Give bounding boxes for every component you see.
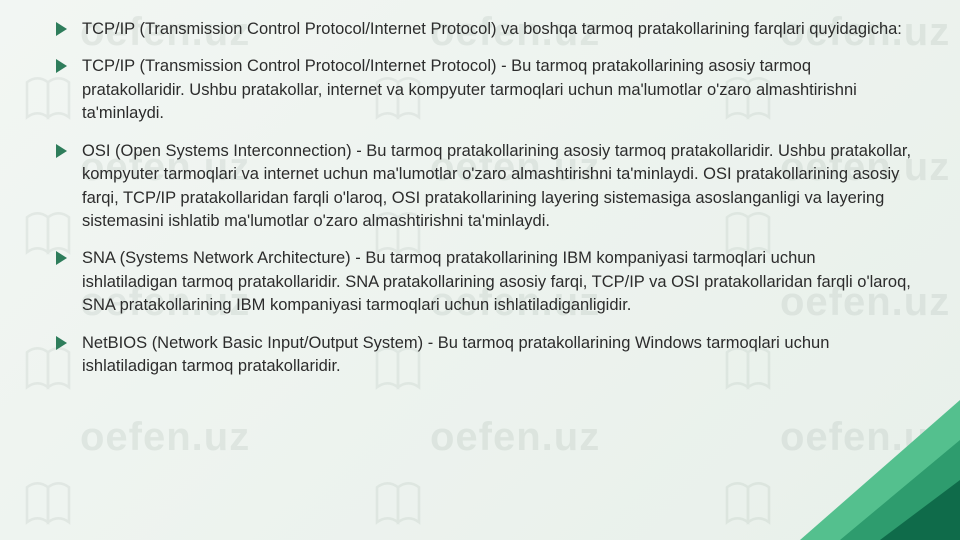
list-item: SNA (Systems Network Architecture) - Bu … bbox=[56, 247, 912, 317]
list-item: OSI (Open Systems Interconnection) - Bu … bbox=[56, 140, 912, 234]
list-item: NetBIOS (Network Basic Input/Output Syst… bbox=[56, 332, 912, 379]
watermark-book-icon bbox=[20, 475, 76, 531]
bullet-list: TCP/IP (Transmission Control Protocol/In… bbox=[56, 18, 912, 378]
list-item: TCP/IP (Transmission Control Protocol/In… bbox=[56, 55, 912, 125]
watermark-text: oefen.uz bbox=[430, 415, 600, 460]
watermark-book-icon bbox=[720, 475, 776, 531]
watermark-text: oefen.uz bbox=[80, 415, 250, 460]
watermark-text: oefen.uz bbox=[780, 415, 950, 460]
slide-content: TCP/IP (Transmission Control Protocol/In… bbox=[0, 0, 960, 410]
list-item: TCP/IP (Transmission Control Protocol/In… bbox=[56, 18, 912, 41]
watermark-book-icon bbox=[370, 475, 426, 531]
